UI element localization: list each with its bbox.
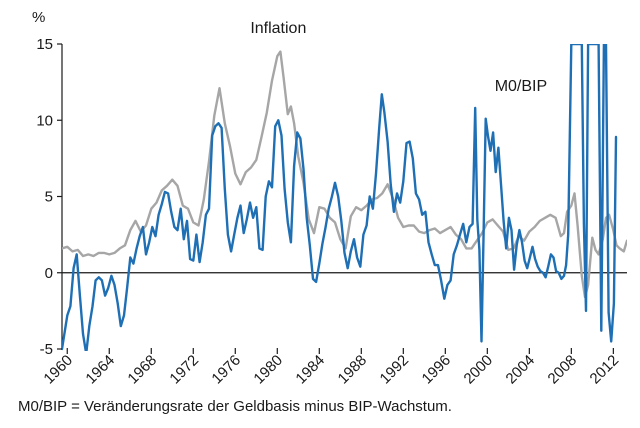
y-tick-label: -5 <box>40 341 53 358</box>
y-tick-label: 5 <box>45 189 53 206</box>
x-tick-label: 2012 <box>587 352 623 388</box>
x-tick-label: 1996 <box>419 352 455 388</box>
x-tick-label: 1988 <box>335 352 371 388</box>
x-tick-label: 1980 <box>250 352 286 388</box>
series-label: M0/BIP <box>495 78 547 95</box>
x-tick-label: 1968 <box>124 352 160 388</box>
x-tick-label: 1964 <box>82 352 118 388</box>
x-tick-label: 1992 <box>377 352 413 388</box>
y-tick-label: 10 <box>36 112 53 129</box>
x-tick-label: 1976 <box>208 352 244 388</box>
series-line-inflation <box>62 50 627 299</box>
x-tick-label: 2004 <box>503 352 539 388</box>
y-tick-label: 0 <box>45 265 53 282</box>
x-axis: 1960 1964 1968 1972 1976 1980 1984 1988 1992 1996… <box>40 348 622 387</box>
annotations: Inflation M0/BIP <box>250 20 547 95</box>
y-tick-label: 15 <box>36 36 53 53</box>
footnote: M0/BIP = Veränderungsrate der Geldbasis … <box>18 398 452 415</box>
series-line-m0-bip <box>62 44 618 351</box>
x-tick-label: 2008 <box>545 352 581 388</box>
x-tick-label: 1984 <box>293 352 329 388</box>
x-tick-label: 2000 <box>461 352 497 388</box>
series-label: Inflation <box>250 20 306 37</box>
y-axis: 15 10 5 0 -5 <box>36 36 627 358</box>
x-tick-label: 1972 <box>166 352 202 388</box>
plot-area <box>62 44 627 351</box>
y-axis-unit-label: % <box>32 9 45 26</box>
